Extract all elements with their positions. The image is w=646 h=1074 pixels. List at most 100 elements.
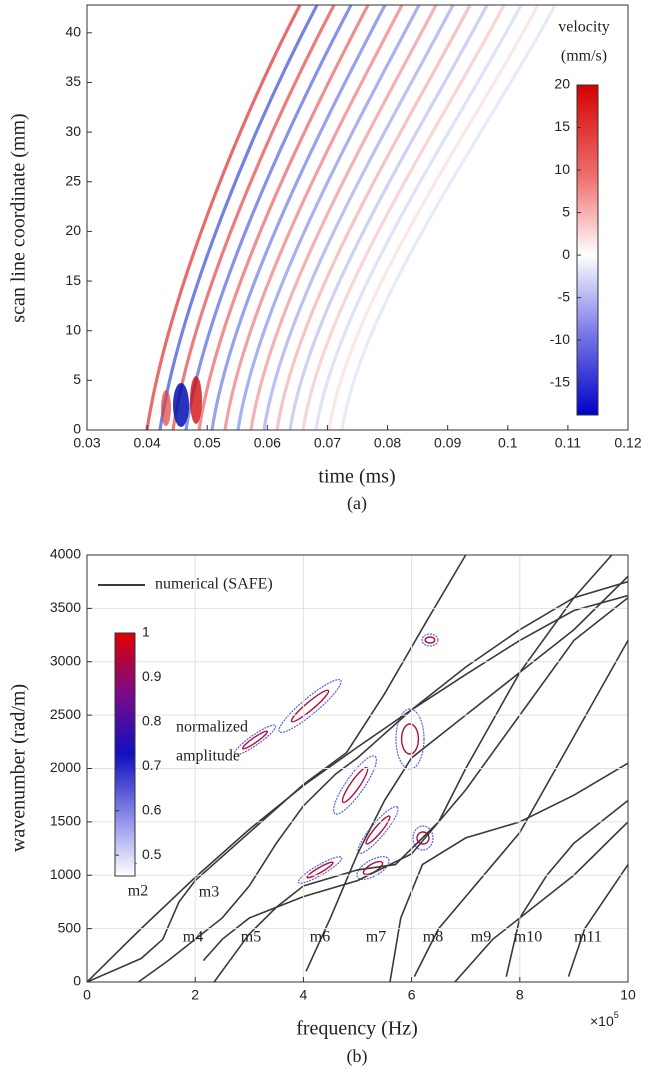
colorbar-tick-label: 1	[142, 624, 150, 640]
y-tick-label: 5	[73, 371, 81, 387]
mode-label: m10	[514, 929, 542, 946]
mode-curve	[202, 597, 628, 962]
mode-label: m9	[471, 929, 491, 946]
y-tick-label: 1500	[50, 813, 81, 829]
contour	[290, 689, 330, 723]
x-tick-label: 4	[300, 987, 308, 1003]
mode-label: m8	[423, 929, 443, 946]
colorbar-tick-label: 20	[554, 76, 570, 92]
wave-stripe	[327, 5, 540, 430]
x-tick-label: 0.04	[133, 435, 160, 451]
wave-stripe	[314, 5, 523, 430]
x-tick-label: 0	[83, 987, 91, 1003]
multiplier-exponent: 5	[614, 1010, 619, 1020]
colorbar	[576, 84, 599, 416]
wave-stripe	[145, 5, 302, 430]
y-tick-label: 2000	[50, 759, 81, 775]
wave-stripe	[288, 5, 489, 430]
x-tick-label: 10	[620, 987, 636, 1003]
y-tick-label: 30	[65, 123, 81, 139]
wave-stripe	[340, 5, 557, 430]
contour	[395, 708, 425, 770]
y-tick-label: 0	[73, 421, 81, 437]
colorbar-title: amplitude	[176, 748, 240, 765]
colorbar-tick-label: 0.7	[142, 757, 162, 773]
mode-label: m7	[366, 929, 386, 946]
wave-pattern	[145, 5, 557, 430]
contour	[233, 724, 277, 756]
multiplier-base: ×10	[590, 1013, 614, 1029]
wave-stripe	[210, 5, 387, 430]
contour	[416, 831, 430, 845]
x-axis-label: frequency (Hz)	[296, 1018, 418, 1040]
wave-stripe	[171, 5, 336, 430]
colorbar-title: velocity	[558, 19, 610, 36]
y-tick-label: 0	[73, 973, 81, 989]
y-tick-label: 500	[58, 919, 82, 935]
colorbar-tick-label: 15	[554, 118, 570, 134]
y-tick-label: 15	[65, 272, 81, 288]
y-tick-label: 1000	[50, 866, 81, 882]
colorbar-tick-label: 0.5	[142, 846, 162, 862]
wave-blob	[161, 390, 171, 426]
mode-curve	[87, 555, 467, 982]
x-multiplier: ×105	[590, 1010, 619, 1028]
mode-label: m4	[183, 929, 203, 946]
wave-stripe	[301, 5, 506, 430]
x-tick-label: 0.03	[73, 435, 100, 451]
wave-blob	[190, 376, 202, 424]
x-tick-label: 0.1	[498, 435, 518, 451]
y-tick-label: 2500	[50, 706, 81, 722]
colorbar-tick-label: 0.9	[142, 668, 162, 684]
wave-stripe	[197, 5, 370, 430]
mode-curve	[567, 864, 628, 977]
x-tick-label: 8	[516, 987, 524, 1003]
contour	[400, 723, 420, 755]
x-tick-label: 0.05	[194, 435, 221, 451]
x-tick-label: 2	[191, 987, 199, 1003]
y-tick-label: 40	[65, 24, 81, 40]
wave-blob	[173, 383, 189, 427]
y-tick-label: 10	[65, 321, 81, 337]
colorbar-title: normalized	[176, 719, 248, 736]
mode-label: m5	[241, 929, 261, 946]
wave-stripe	[158, 5, 319, 430]
wave-stripe	[262, 5, 455, 430]
wave-stripe	[223, 5, 404, 430]
plot-frame	[86, 4, 629, 431]
mode-curve	[87, 594, 628, 982]
colorbar-tick-label: 0.6	[142, 801, 162, 817]
contour	[241, 730, 269, 750]
wave-stripe	[236, 5, 421, 430]
mode-label: m3	[199, 884, 219, 901]
caption: (b)	[347, 1046, 368, 1067]
contour	[341, 766, 369, 804]
mode-curve	[413, 640, 628, 978]
contour	[297, 856, 343, 884]
colorbar-tick-label: -15	[550, 373, 570, 389]
colorbar-title: (mm/s)	[561, 48, 607, 65]
y-tick-label: 3500	[50, 599, 81, 615]
mode-curve	[505, 799, 628, 977]
x-tick-label: 0.11	[555, 435, 581, 451]
y-tick-label: 35	[65, 73, 81, 89]
legend-label: numerical (SAFE)	[155, 576, 273, 593]
contour	[365, 815, 391, 845]
contour	[306, 861, 334, 879]
mode-label: m11	[574, 929, 602, 946]
y-tick-label: 3000	[50, 652, 81, 668]
colorbar-tick-label: 10	[554, 161, 570, 177]
x-tick-label: 6	[408, 987, 416, 1003]
colorbar-tick-label: 0.8	[142, 713, 162, 729]
contour	[412, 825, 434, 851]
wave-stripe	[249, 5, 438, 430]
contour	[421, 633, 439, 647]
x-tick-label: 0.12	[614, 435, 641, 451]
x-tick-label: 0.09	[434, 435, 461, 451]
wave-stripe	[184, 5, 353, 430]
mode-label: m2	[128, 883, 148, 900]
mode-label: m6	[310, 929, 330, 946]
colorbar-tick-label: -5	[558, 288, 571, 304]
x-tick-label: 0.08	[374, 435, 401, 451]
